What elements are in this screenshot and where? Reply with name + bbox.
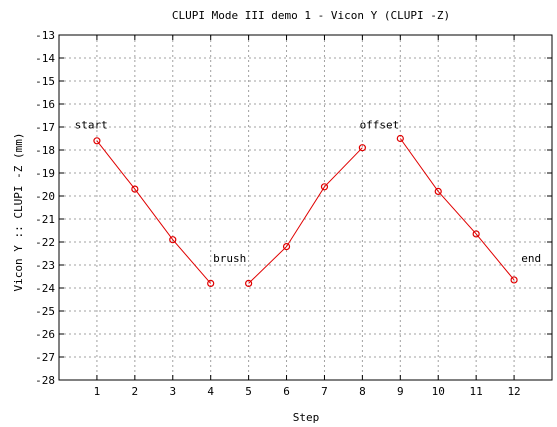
x-tick-label: 5: [245, 385, 252, 398]
y-tick-label: -23: [35, 259, 55, 272]
annotations: start brush offset end: [75, 119, 541, 265]
data-point: [358, 144, 366, 152]
x-tick-label: 8: [359, 385, 366, 398]
x-tick-label: 4: [207, 385, 214, 398]
data-point: [510, 276, 518, 284]
y-tick-label: -19: [35, 167, 55, 180]
data-point: [434, 187, 442, 195]
axes: -28 -27 -26 -25 -24 -23 -22 -21 -20 -19 -18 -17 -16 -…: [35, 29, 553, 398]
annotation-label: end: [521, 252, 541, 265]
y-tick-label: -26: [35, 328, 55, 341]
y-tick-label: -21: [35, 213, 55, 226]
y-tick-label: -16: [35, 98, 55, 111]
data-point: [282, 243, 291, 251]
y-tick-label: -18: [35, 144, 55, 157]
series-line: [96, 140, 212, 284]
data-point: [472, 230, 480, 238]
data-point: [169, 236, 177, 244]
y-tick-label: -20: [35, 190, 55, 203]
chart-title: CLUPI Mode III demo 1 - Vicon Y (CLUPI -…: [172, 9, 450, 22]
y-tick-label: -15: [35, 75, 55, 88]
y-tick-label: -24: [35, 282, 55, 295]
x-tick-label: 12: [507, 385, 520, 398]
y-tick-label: -25: [35, 305, 55, 318]
y-axis-label: Vicon Y :: CLUPI -Z (mm): [12, 133, 25, 292]
data-point: [245, 279, 253, 287]
data-point: [320, 183, 329, 191]
annotation-label: offset: [360, 119, 400, 132]
data-point: [93, 137, 101, 145]
data-point: [207, 279, 215, 287]
x-tick-label: 3: [169, 385, 176, 398]
x-tick-label: 2: [132, 385, 139, 398]
series-line: [399, 138, 515, 281]
annotation-label: brush: [213, 252, 246, 265]
grid: [59, 35, 552, 380]
y-tick-label: -13: [35, 29, 55, 42]
x-axis-label: Step: [293, 411, 320, 424]
x-tick-label: 9: [397, 385, 404, 398]
annotation-label: start: [75, 119, 108, 132]
series-line: [248, 147, 363, 284]
x-tick-label: 7: [321, 385, 328, 398]
x-tick-label: 10: [432, 385, 445, 398]
plot-frame: [58, 34, 553, 381]
y-tick-label: -28: [35, 374, 55, 387]
series-layer: [93, 134, 518, 287]
x-tick-label: 6: [283, 385, 290, 398]
x-tick-label: 1: [94, 385, 101, 398]
y-tick-label: -17: [35, 121, 55, 134]
data-point: [396, 134, 404, 143]
y-tick-label: -14: [35, 52, 55, 65]
y-tick-label: -22: [35, 236, 55, 249]
x-tick-label: 11: [470, 385, 483, 398]
y-tick-label: -27: [35, 351, 55, 364]
data-point: [131, 185, 139, 193]
